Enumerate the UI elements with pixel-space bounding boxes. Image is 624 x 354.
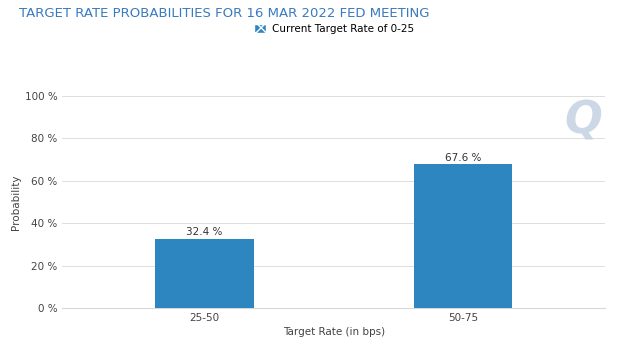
Bar [414,164,512,308]
X-axis label: Target Rate (in bps): Target Rate (in bps) [283,327,385,337]
Legend: Current Target Rate of 0-25: Current Target Rate of 0-25 [250,20,418,39]
Text: Q: Q [565,99,603,143]
Y-axis label: Probability: Probability [11,174,21,229]
Text: 67.6 %: 67.6 % [445,153,481,163]
Text: TARGET RATE PROBABILITIES FOR 16 MAR 2022 FED MEETING: TARGET RATE PROBABILITIES FOR 16 MAR 202… [19,7,429,20]
Bar [155,239,254,308]
Text: 32.4 %: 32.4 % [187,228,223,238]
